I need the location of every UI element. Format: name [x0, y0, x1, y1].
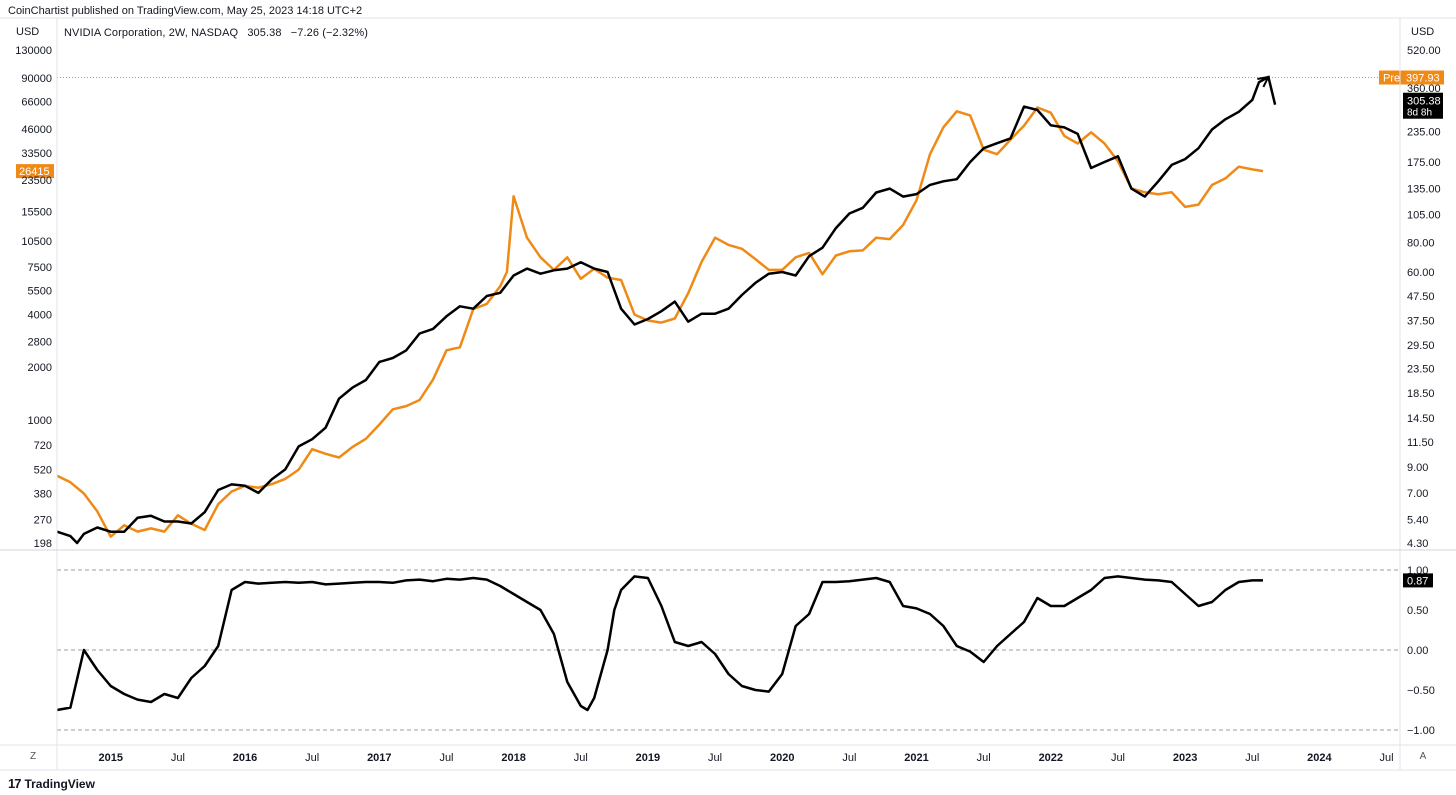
time-axis-label: 2018: [501, 752, 525, 764]
right-tick-label: 105.00: [1407, 209, 1441, 221]
time-axis-label: Jul: [574, 752, 588, 764]
osc-tick-label: 0.00: [1407, 645, 1428, 657]
right-tick-label: 135.00: [1407, 184, 1441, 196]
right-tick-label: 23.50: [1407, 363, 1435, 375]
right-tick-label: 7.00: [1407, 488, 1428, 500]
time-axis-label: 2023: [1173, 752, 1197, 764]
correlation-series-line: [56, 575, 1263, 712]
right-tick-label: 80.00: [1407, 237, 1435, 249]
tradingview-mark-icon: 17: [8, 776, 22, 791]
time-axis-label: 2020: [770, 752, 794, 764]
publisher-line: CoinChartist published on TradingView.co…: [8, 5, 363, 17]
pre-market-value: 397.93: [1406, 73, 1440, 85]
left-tick-label: 7500: [28, 262, 52, 274]
symbol-name: NVIDIA Corporation, 2W, NASDAQ: [64, 27, 239, 39]
time-axis-label: 2021: [904, 752, 928, 764]
tradingview-brand: TradingView: [24, 776, 95, 791]
left-tick-label: 66000: [21, 97, 52, 109]
auto-scale-button[interactable]: A: [1419, 751, 1427, 762]
countdown-label: 8d 8h: [1407, 108, 1432, 119]
osc-tick-label: 0.50: [1407, 605, 1428, 617]
time-axis-label: Jul: [1380, 752, 1394, 764]
last-price-label: 305.38: [1407, 96, 1441, 108]
time-axis-label: 2022: [1039, 752, 1063, 764]
right-tick-label: 360.00: [1407, 83, 1441, 95]
left-tick-label: 23500: [21, 175, 52, 187]
pre-market-label: Pre: [1383, 73, 1400, 85]
left-tick-label: 380: [34, 488, 52, 500]
right-tick-label: 175.00: [1407, 157, 1441, 169]
right-tick-label: 9.00: [1407, 462, 1428, 474]
time-axis-label: Jul: [439, 752, 453, 764]
pre-market-label-bg: [1379, 70, 1444, 85]
left-tick-label: 90000: [21, 73, 52, 85]
last-price-label-bg: [1403, 92, 1443, 119]
right-tick-label: 18.50: [1407, 388, 1435, 400]
zoom-toggle-button[interactable]: Z: [29, 751, 37, 762]
left-tick-label: 720: [34, 440, 52, 452]
time-axis-label: 2015: [98, 752, 122, 764]
right-tick-label: 235.00: [1407, 127, 1441, 139]
right-tick-label: 47.50: [1407, 291, 1435, 303]
left-tick-label: 2000: [28, 362, 52, 374]
nvda-series-line: [56, 75, 1277, 545]
right-tick-label: 5.40: [1407, 515, 1428, 527]
left-tick-label: 270: [34, 514, 52, 526]
osc-tick-label: −0.50: [1407, 685, 1435, 697]
time-axis-label: Jul: [842, 752, 856, 764]
tradingview-logo: 17 TradingView: [8, 776, 95, 791]
time-axis-label: Jul: [1111, 752, 1125, 764]
axes: 130000 90000 66000 46000 33500 23500 15500 1050…: [0, 17, 1456, 771]
left-tick-label: 130000: [15, 45, 52, 57]
right-tick-label: 37.50: [1407, 315, 1435, 327]
left-tick-label: 5500: [28, 285, 52, 297]
symbol-legend[interactable]: NVIDIA Corporation, 2W, NASDAQ 305.38 −7…: [64, 27, 374, 39]
left-tick-label: 2800: [28, 337, 52, 349]
btc-last-marker-bg: [16, 164, 54, 179]
symbol-last-price: 305.38: [247, 27, 282, 39]
left-tick-label: 46000: [21, 124, 52, 136]
left-tick-label: 33500: [21, 148, 52, 160]
time-axis-label: Jul: [305, 752, 319, 764]
arrow-icon: [1257, 75, 1271, 88]
time-axis-label: Jul: [171, 752, 185, 764]
time-axis-label: 2024: [1307, 752, 1332, 764]
osc-tick-label: −1.00: [1407, 725, 1435, 737]
time-axis-label: Jul: [708, 752, 722, 764]
right-tick-label: 520.00: [1407, 45, 1441, 57]
right-currency-label: USD: [1411, 26, 1435, 38]
time-axis-label: Jul: [977, 752, 991, 764]
right-tick-label: 4.30: [1407, 538, 1428, 550]
time-axis-label: Jul: [1245, 752, 1259, 764]
right-tick-label: 29.50: [1407, 340, 1435, 352]
left-tick-label: 1000: [28, 415, 52, 427]
symbol-change: −7.26 (−2.32%): [290, 27, 368, 39]
btc-last-marker: 26415: [19, 166, 50, 178]
right-tick-label: 11.50: [1407, 437, 1434, 449]
time-axis-label: 2016: [233, 752, 257, 764]
left-tick-label: 198: [34, 538, 52, 550]
left-tick-label: 520: [34, 465, 52, 477]
left-currency-label: USD: [16, 26, 40, 38]
time-axis-label: 2017: [367, 752, 391, 764]
left-tick-label: 15500: [21, 207, 52, 219]
osc-last-label-bg: [1403, 573, 1433, 588]
time-axis-label: 2019: [636, 752, 660, 764]
right-tick-label: 14.50: [1407, 413, 1435, 425]
btc-series-line: [56, 106, 1264, 538]
correlation-pane[interactable]: 1.000.500.00−0.50−1.000.87: [56, 565, 1435, 737]
osc-last-label: 0.87: [1407, 575, 1428, 587]
left-tick-label: 4000: [28, 310, 52, 322]
right-tick-label: 60.00: [1407, 267, 1435, 279]
left-tick-label: 10500: [21, 236, 52, 248]
